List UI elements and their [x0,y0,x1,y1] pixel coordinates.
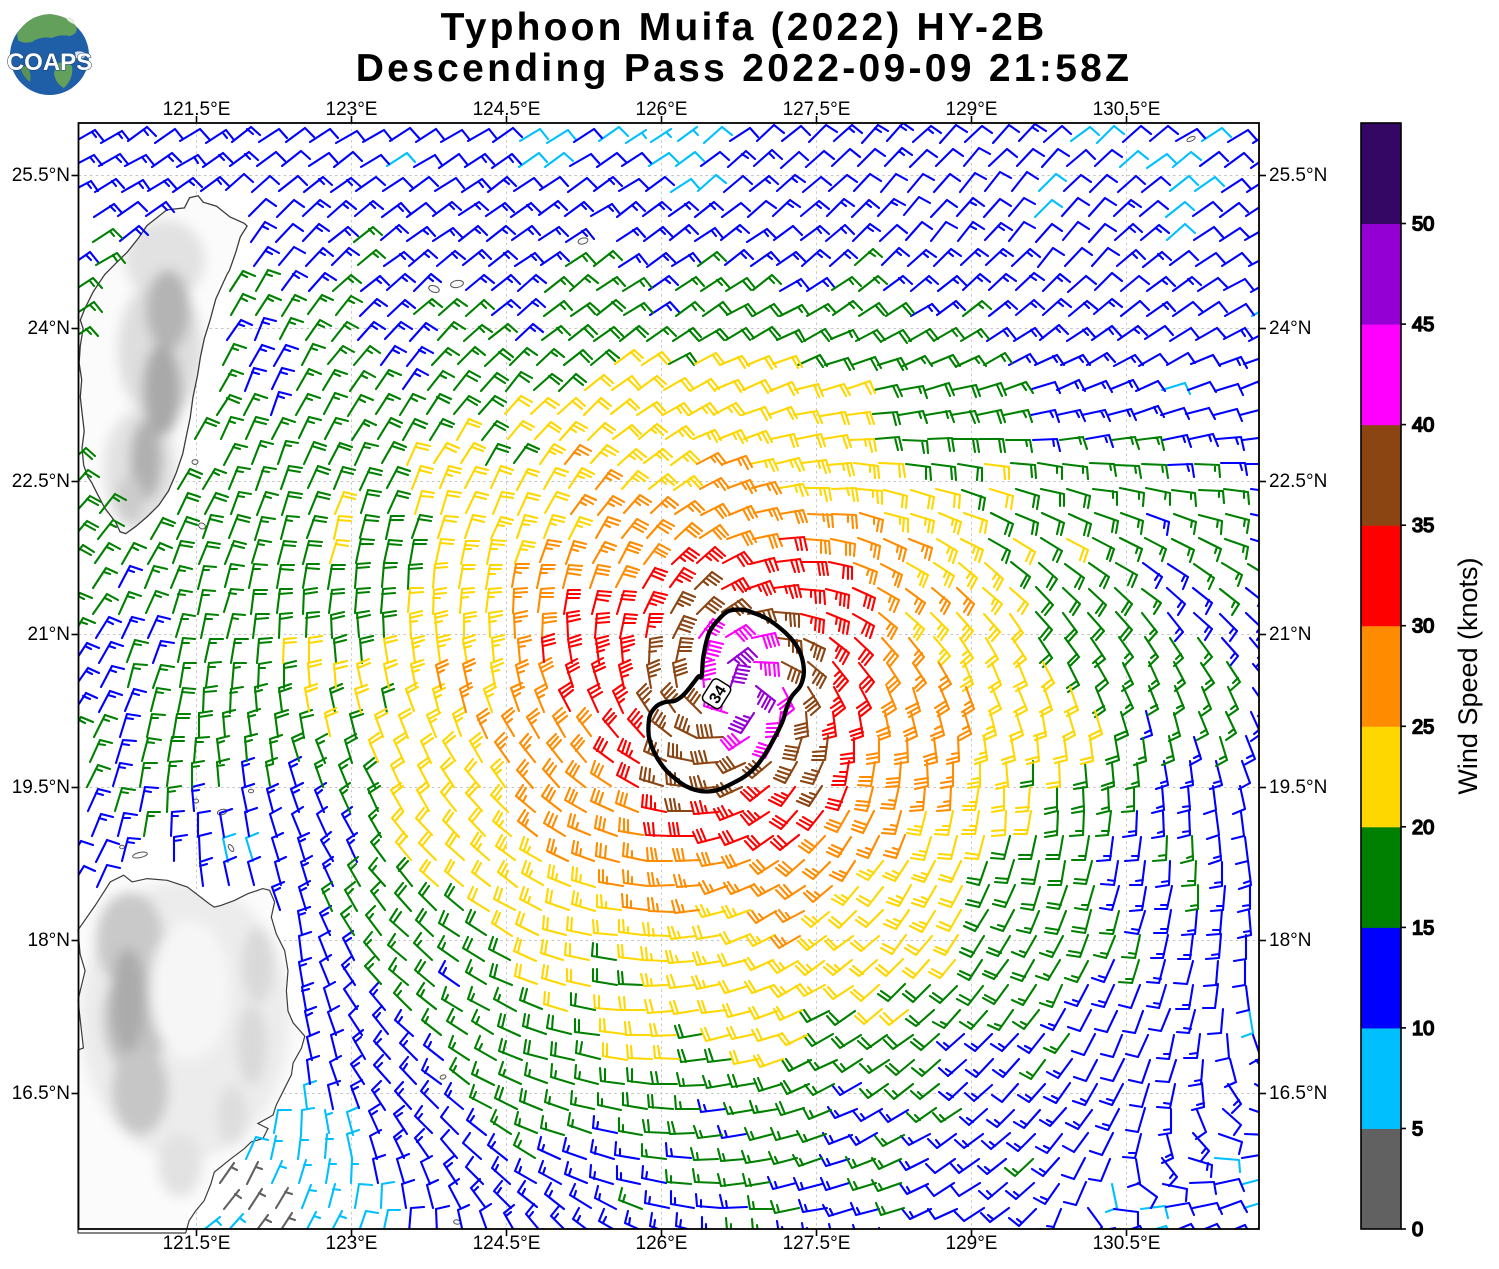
svg-text:127.5°E: 127.5°E [783,99,851,120]
svg-text:30: 30 [1412,616,1434,638]
svg-text:10: 10 [1412,1018,1434,1040]
svg-text:25.5°N: 25.5°N [1269,165,1327,186]
svg-text:124.5°E: 124.5°E [473,1233,541,1254]
svg-text:34: 34 [706,683,730,707]
svg-text:127.5°E: 127.5°E [783,1233,851,1254]
svg-text:121.5°E: 121.5°E [163,1233,231,1254]
svg-text:Typhoon Muifa (2022) HY-2B: Typhoon Muifa (2022) HY-2B [441,6,1048,49]
svg-text:123°E: 123°E [326,1233,378,1254]
svg-text:0: 0 [1412,1219,1423,1241]
svg-text:18°N: 18°N [1269,930,1311,951]
svg-text:Descending Pass 2022-09-09 21:: Descending Pass 2022-09-09 21:58Z [356,47,1133,90]
svg-text:123°E: 123°E [326,99,378,120]
svg-text:Wind Speed (knots): Wind Speed (knots) [1453,557,1483,794]
svg-text:130.5°E: 130.5°E [1093,99,1161,120]
svg-text:129°E: 129°E [946,99,998,120]
svg-text:16.5°N: 16.5°N [1269,1083,1327,1104]
svg-text:124.5°E: 124.5°E [473,99,541,120]
svg-text:129°E: 129°E [946,1233,998,1254]
svg-text:24°N: 24°N [1269,318,1311,339]
svg-text:121.5°E: 121.5°E [163,99,231,120]
svg-text:130.5°E: 130.5°E [1093,1233,1161,1254]
svg-text:5: 5 [1412,1119,1423,1141]
svg-text:20: 20 [1412,817,1434,839]
svg-text:21°N: 21°N [1269,624,1311,645]
svg-text:18°N: 18°N [28,930,70,951]
svg-text:35: 35 [1412,515,1434,537]
svg-text:45: 45 [1412,314,1434,336]
svg-text:25: 25 [1412,716,1434,738]
svg-text:126°E: 126°E [636,1233,688,1254]
svg-text:16.5°N: 16.5°N [12,1083,70,1104]
svg-text:25.5°N: 25.5°N [12,165,70,186]
svg-text:15: 15 [1412,917,1434,939]
svg-text:21°N: 21°N [28,624,70,645]
svg-text:19.5°N: 19.5°N [12,777,70,798]
svg-text:COAPS: COAPS [7,49,92,76]
svg-text:24°N: 24°N [28,318,70,339]
svg-text:19.5°N: 19.5°N [1269,777,1327,798]
svg-text:50: 50 [1412,214,1434,236]
svg-text:22.5°N: 22.5°N [12,471,70,492]
svg-text:22.5°N: 22.5°N [1269,471,1327,492]
svg-text:126°E: 126°E [636,99,688,120]
svg-text:40: 40 [1412,415,1434,437]
